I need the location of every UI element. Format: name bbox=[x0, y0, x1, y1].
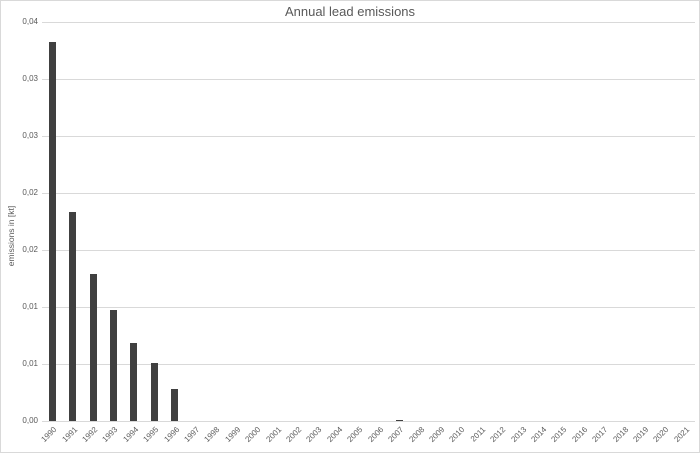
bar-1990 bbox=[48, 41, 56, 421]
y-tick-label: 0,02 bbox=[22, 245, 38, 254]
y-tick-label: 0,00 bbox=[22, 416, 38, 425]
x-tick-label: 2005 bbox=[345, 425, 365, 444]
y-axis-label: emissions in [kt] bbox=[6, 205, 16, 267]
gridline bbox=[42, 22, 695, 23]
x-tick-label: 2001 bbox=[264, 425, 284, 444]
x-tick-label: 2002 bbox=[284, 425, 304, 444]
x-tick-label: 2013 bbox=[508, 425, 528, 444]
y-tick-label: 0,04 bbox=[22, 17, 38, 26]
x-tick-label: 2010 bbox=[447, 425, 467, 444]
bar-1996 bbox=[171, 389, 179, 421]
x-tick-label: 1997 bbox=[182, 425, 202, 444]
y-tick-label: 0,03 bbox=[22, 131, 38, 140]
bar-1991 bbox=[69, 211, 77, 421]
x-tick-label: 2017 bbox=[590, 425, 610, 444]
x-tick-label: 2000 bbox=[243, 425, 263, 444]
x-tick-label: 1995 bbox=[141, 425, 161, 444]
gridline bbox=[42, 364, 695, 365]
gridline bbox=[42, 193, 695, 194]
x-tick-label: 2015 bbox=[549, 425, 569, 444]
x-tick-label: 2007 bbox=[386, 425, 406, 444]
x-tick-label: 1993 bbox=[100, 425, 120, 444]
x-tick-label: 2014 bbox=[529, 425, 549, 444]
x-tick-label: 1991 bbox=[60, 425, 79, 444]
gridline bbox=[42, 307, 695, 308]
x-tick-label: 2006 bbox=[366, 425, 386, 444]
y-tick-label: 0,01 bbox=[22, 359, 38, 368]
x-tick-label: 2009 bbox=[427, 425, 447, 444]
x-tick-label: 2003 bbox=[304, 425, 324, 444]
x-tick-label: 2020 bbox=[651, 425, 671, 444]
x-tick-label: 2004 bbox=[325, 425, 345, 444]
y-tick-label: 0,01 bbox=[22, 302, 38, 311]
gridline bbox=[42, 421, 695, 422]
x-tick-label: 1994 bbox=[121, 425, 141, 444]
x-tick-label: 1992 bbox=[80, 425, 100, 444]
x-tick-label: 2016 bbox=[570, 425, 590, 444]
x-tick-label: 2008 bbox=[406, 425, 426, 444]
bar-1992 bbox=[89, 274, 97, 421]
x-tick-label: 1990 bbox=[39, 425, 59, 444]
x-tick-label: 2018 bbox=[610, 425, 630, 444]
plot-area bbox=[42, 22, 695, 422]
y-tick-label: 0,03 bbox=[22, 74, 38, 83]
bar-1995 bbox=[150, 363, 158, 421]
bar-1994 bbox=[130, 343, 138, 421]
x-tick-label: 2019 bbox=[631, 425, 651, 444]
x-tick-label: 1996 bbox=[162, 425, 182, 444]
x-tick-label: 1999 bbox=[223, 425, 243, 444]
gridline bbox=[42, 136, 695, 137]
gridline bbox=[42, 79, 695, 80]
x-tick-label: 2011 bbox=[468, 425, 488, 444]
x-tick-label: 2021 bbox=[672, 425, 692, 444]
bar-1993 bbox=[109, 310, 117, 421]
bar-2007 bbox=[395, 420, 403, 421]
y-tick-label: 0,02 bbox=[22, 188, 38, 197]
x-tick-label: 2012 bbox=[488, 425, 508, 444]
chart-title: Annual lead emissions bbox=[284, 4, 416, 19]
x-tick-label: 1998 bbox=[202, 425, 222, 444]
gridline bbox=[42, 250, 695, 251]
